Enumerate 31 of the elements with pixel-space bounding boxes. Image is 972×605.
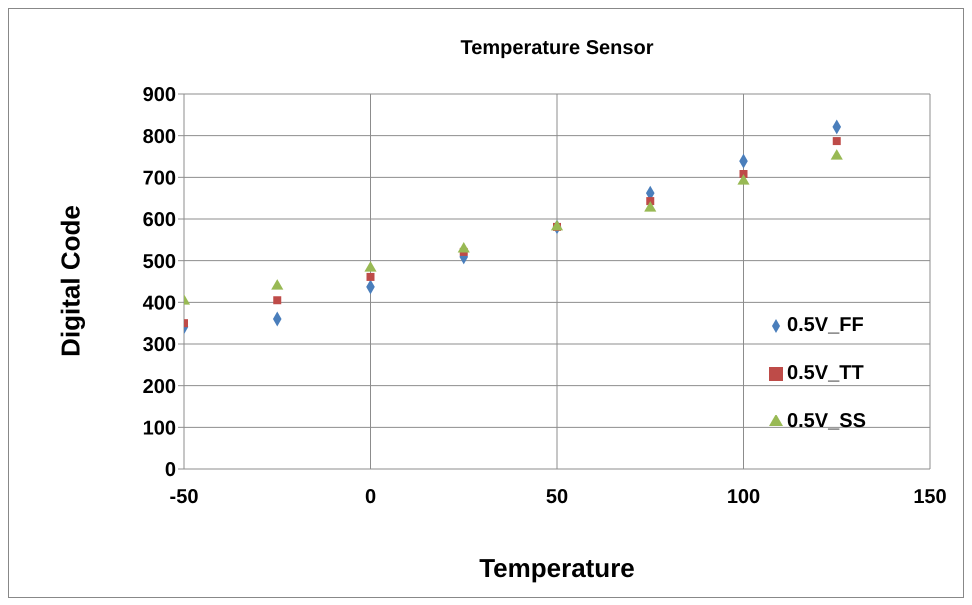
point [364, 261, 377, 272]
point [271, 279, 284, 290]
y-tick-label: 600 [142, 209, 176, 232]
y-tick-label: 400 [142, 292, 176, 314]
chart-title: Temperature Sensor [459, 37, 655, 60]
point [366, 272, 374, 281]
y-tick-label: 300 [142, 334, 176, 356]
y-tick-label: 900 [142, 84, 176, 106]
x-tick-label: 150 [913, 486, 947, 508]
y-axis-title: Digital Code [56, 205, 86, 357]
point [273, 296, 282, 304]
x-axis-title: Temperature [478, 553, 636, 584]
y-tick-label: 100 [142, 417, 176, 440]
point [737, 174, 750, 185]
legend-label: 0.5V_SS [787, 410, 866, 432]
point [830, 149, 843, 160]
x-tick-label: -50 [170, 486, 198, 508]
x-tick-label: 0 [364, 486, 376, 508]
point [644, 201, 656, 212]
legend-label: 0.5V_TT [787, 362, 864, 384]
point [550, 220, 564, 230]
point [458, 242, 470, 253]
y-tick-label: 200 [142, 376, 176, 398]
y-tick-label: 0 [164, 459, 176, 482]
x-tick-label: 100 [726, 486, 760, 508]
point [832, 137, 841, 146]
y-tick-label: 800 [142, 126, 176, 148]
y-tick-label: 700 [142, 167, 176, 190]
legend-label: 0.5V_FF [787, 314, 864, 336]
x-tick-label: 50 [546, 486, 568, 508]
y-tick-label: 500 [142, 250, 176, 273]
